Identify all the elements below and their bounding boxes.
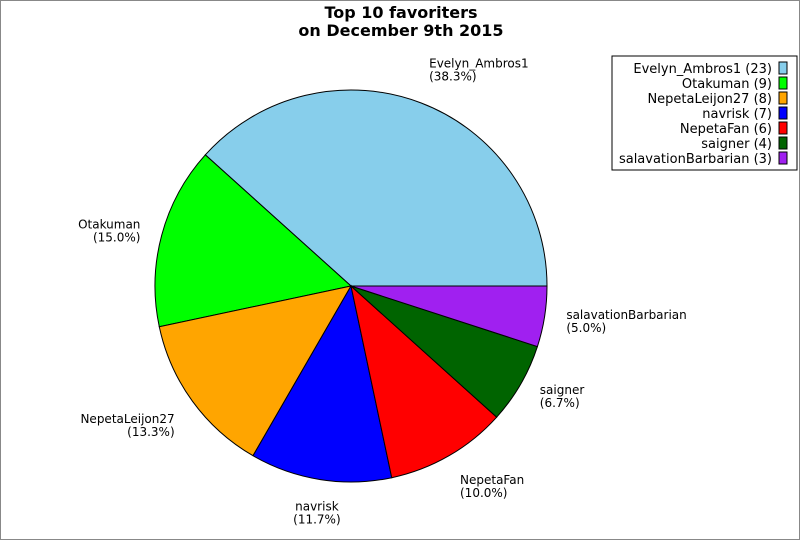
legend-box [611, 55, 798, 171]
pie-slice-NepetaLeijon27 [158, 285, 352, 457]
legend-entry-label: salavationBarbarian (3) [619, 152, 772, 167]
pie-slice-salavationBarbarian [350, 285, 548, 348]
slice-label: Otakuman [78, 218, 140, 232]
slice-label: saigner [540, 383, 585, 397]
pie-slice-navrisk [252, 284, 393, 483]
slice-percent: (15.0%) [93, 231, 140, 245]
legend-swatch [778, 106, 788, 120]
slice-percent: (38.3%) [429, 69, 476, 83]
legend-entry-label: Evelyn_Ambros1 (23) [633, 62, 772, 77]
slice-label: NepetaFan [460, 473, 524, 487]
legend-swatch [778, 76, 788, 90]
pie-slice-Otakuman [154, 154, 353, 328]
legend-entry-label: navrisk (7) [702, 107, 772, 122]
slice-percent: (5.0%) [566, 321, 606, 335]
slice-percent: (13.3%) [127, 425, 174, 439]
legend-entry-label: NepetaFan (6) [680, 122, 772, 137]
legend-swatch [778, 61, 788, 75]
legend-swatch [778, 136, 788, 150]
pie-slice-NepetaFan [350, 284, 498, 479]
slice-label: navrisk [295, 499, 339, 513]
legend-swatch [778, 91, 788, 105]
pie-slice-Evelyn_Ambros1 [204, 89, 548, 287]
slice-percent: (10.0%) [460, 486, 507, 500]
legend-entry-label: Otakuman (9) [682, 77, 772, 92]
legend-swatch [778, 151, 788, 165]
slice-label: Evelyn_Ambros1 [429, 56, 529, 70]
slice-percent: (11.7%) [293, 512, 340, 526]
chart-title-line-2: on December 9th 2015 [298, 21, 503, 40]
legend-entry-label: NepetaLeijon27 (8) [647, 92, 772, 107]
slice-percent: (6.7%) [540, 396, 580, 410]
legend-entry-label: saigner (4) [701, 137, 772, 152]
slice-label: NepetaLeijon27 [80, 412, 174, 426]
chart-title-line-1: Top 10 favoriters [324, 3, 477, 22]
slice-label: salavationBarbarian [566, 308, 686, 322]
legend-swatch [778, 121, 788, 135]
